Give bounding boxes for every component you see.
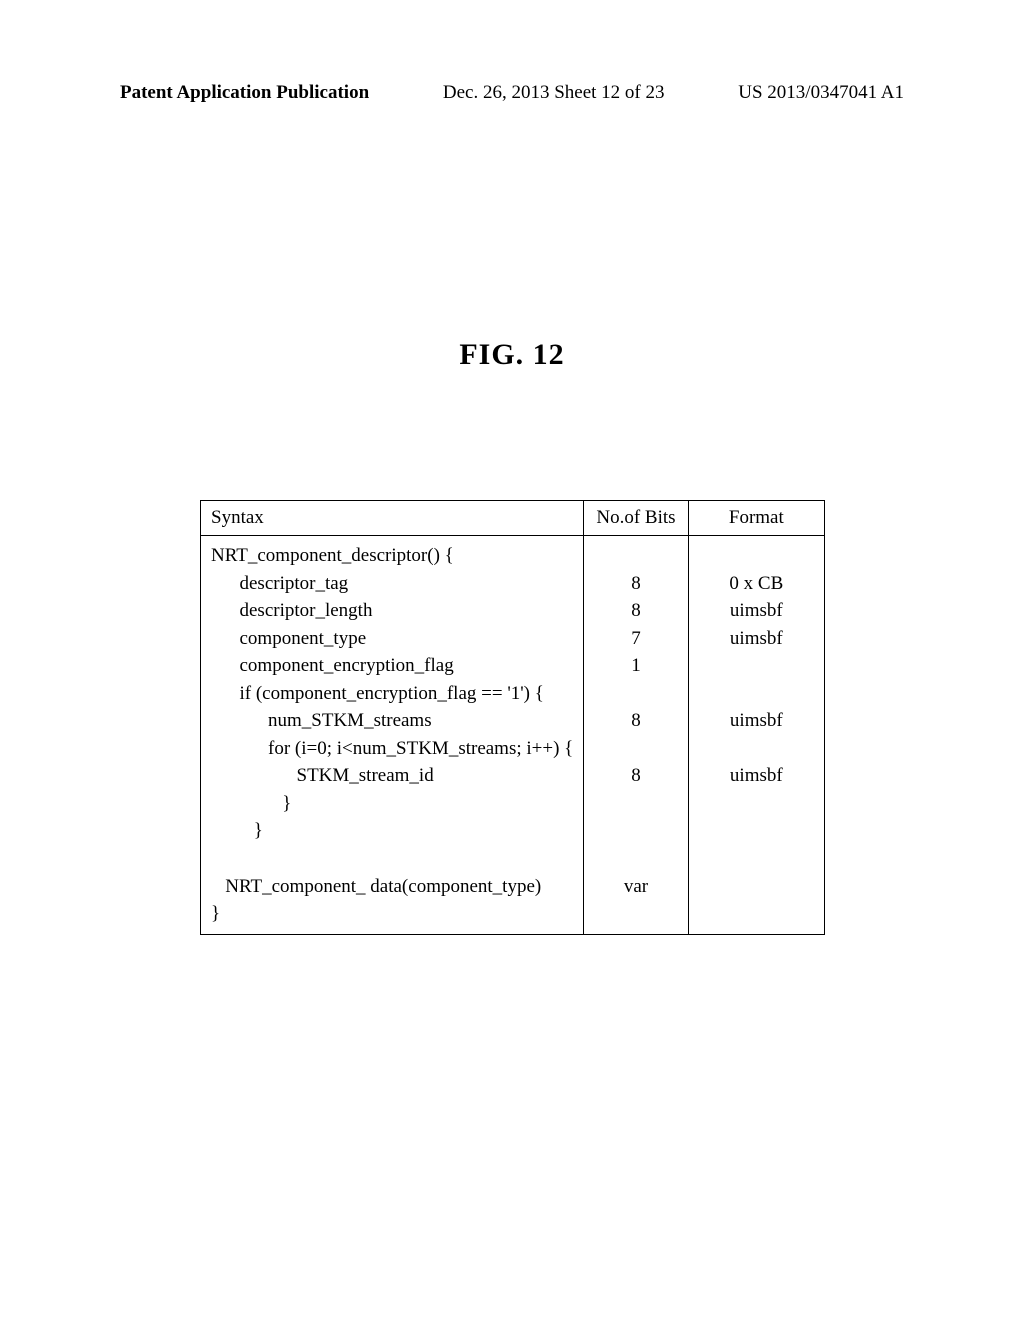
bits-value bbox=[594, 680, 677, 708]
format-value bbox=[699, 735, 814, 763]
figure-title: FIG. 12 bbox=[0, 338, 1024, 372]
format-value: 0 x CB bbox=[699, 570, 814, 598]
col-header-format: Format bbox=[688, 501, 824, 536]
format-value: uimsbf bbox=[699, 707, 814, 735]
bits-value bbox=[594, 790, 677, 818]
bits-value bbox=[594, 900, 677, 928]
page-header: Patent Application Publication Dec. 26, … bbox=[120, 82, 904, 104]
format-value bbox=[699, 542, 814, 570]
table-header-row: Syntax No.of Bits Format bbox=[201, 501, 825, 536]
bits-value bbox=[594, 542, 677, 570]
format-value bbox=[699, 873, 814, 901]
bits-value: 8 bbox=[594, 570, 677, 598]
format-cell: 0 x CBuimsbfuimsbf uimsbf uimsbf bbox=[688, 536, 824, 935]
syntax-cell: NRT_component_descriptor() { descriptor_… bbox=[201, 536, 584, 935]
format-value bbox=[699, 900, 814, 928]
bits-value bbox=[594, 817, 677, 845]
syntax-table: Syntax No.of Bits Format NRT_component_d… bbox=[200, 500, 825, 935]
header-center: Dec. 26, 2013 Sheet 12 of 23 bbox=[443, 82, 665, 104]
bits-value: 7 bbox=[594, 625, 677, 653]
bits-value bbox=[594, 735, 677, 763]
format-value: uimsbf bbox=[699, 597, 814, 625]
col-header-syntax: Syntax bbox=[201, 501, 584, 536]
format-value bbox=[699, 817, 814, 845]
bits-value: 8 bbox=[594, 707, 677, 735]
bits-value: 8 bbox=[594, 597, 677, 625]
format-value: uimsbf bbox=[699, 762, 814, 790]
table-body-row: NRT_component_descriptor() { descriptor_… bbox=[201, 536, 825, 935]
format-value bbox=[699, 790, 814, 818]
col-header-bits: No.of Bits bbox=[584, 501, 688, 536]
header-left: Patent Application Publication bbox=[120, 82, 369, 104]
bits-value: 1 bbox=[594, 652, 677, 680]
format-value bbox=[699, 845, 814, 873]
format-value bbox=[699, 652, 814, 680]
format-value: uimsbf bbox=[699, 625, 814, 653]
format-value bbox=[699, 680, 814, 708]
bits-value bbox=[594, 845, 677, 873]
header-right: US 2013/0347041 A1 bbox=[738, 82, 904, 104]
page: Patent Application Publication Dec. 26, … bbox=[0, 0, 1024, 1320]
bits-cell: 8871 8 8 var bbox=[584, 536, 688, 935]
bits-value: 8 bbox=[594, 762, 677, 790]
bits-value: var bbox=[594, 873, 677, 901]
